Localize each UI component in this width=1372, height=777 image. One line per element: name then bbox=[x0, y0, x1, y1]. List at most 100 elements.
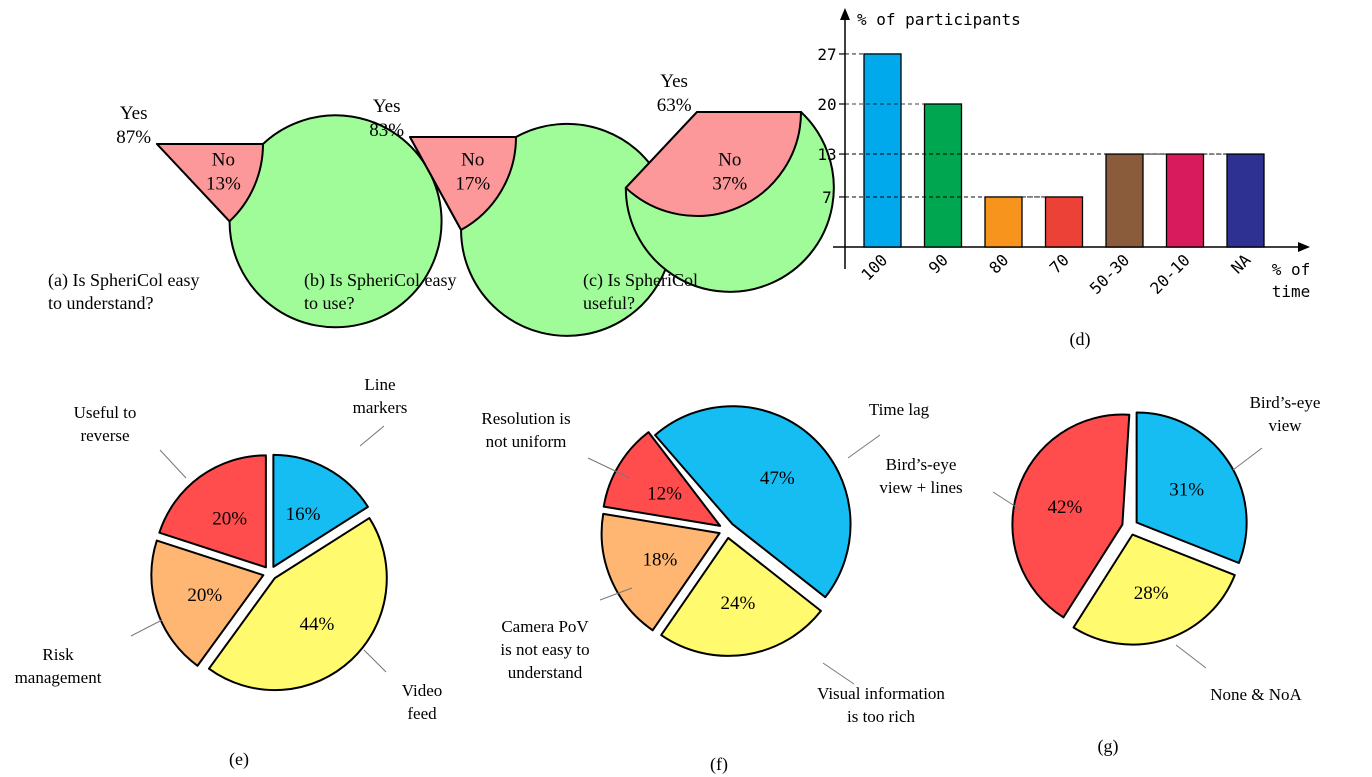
x-tick-label-80: 80 bbox=[985, 250, 1012, 277]
pie-caption: useful? bbox=[583, 293, 635, 313]
bar-20-10 bbox=[1165, 153, 1205, 248]
x-tick-label-100: 100 bbox=[857, 250, 891, 284]
slice-value: 31% bbox=[1169, 479, 1204, 500]
x-axis-arrow bbox=[1298, 242, 1310, 252]
bar-100 bbox=[863, 53, 902, 248]
slice-value: 28% bbox=[1134, 583, 1169, 604]
x-axis-label: time bbox=[1272, 282, 1311, 301]
x-tick-label-NA: NA bbox=[1227, 250, 1254, 277]
slice-label: is too rich bbox=[847, 707, 915, 726]
pie-caption: (c) Is SpheriCol bbox=[583, 270, 698, 291]
bar-50-30 bbox=[1105, 153, 1144, 248]
pie-slice bbox=[660, 536, 822, 657]
leader-line bbox=[587, 457, 631, 479]
slice-label: markers bbox=[353, 398, 408, 417]
slice-value: 24% bbox=[720, 593, 755, 614]
slice-label: reverse bbox=[80, 426, 129, 445]
slice-label-no: No bbox=[461, 149, 484, 170]
pie-slice bbox=[1072, 533, 1236, 646]
slice-label: None & NoA bbox=[1210, 685, 1302, 704]
bar-90 bbox=[923, 103, 963, 248]
slice-label: is not easy to bbox=[500, 640, 589, 659]
pie-slice bbox=[1011, 413, 1131, 619]
pie-slice bbox=[654, 405, 852, 599]
slice-value: 16% bbox=[286, 504, 321, 525]
y-axis-arrow bbox=[840, 8, 850, 20]
chart-caption: (g) bbox=[1098, 736, 1119, 757]
slice-label: view bbox=[1268, 416, 1302, 435]
slice-label: Line bbox=[364, 375, 395, 394]
slice-label: Time lag bbox=[869, 400, 930, 419]
slice-value-yes: 83% bbox=[369, 120, 404, 141]
leader-line bbox=[599, 587, 633, 601]
chart-caption: (f) bbox=[710, 754, 728, 775]
leader-line bbox=[159, 449, 187, 479]
slice-label: view + lines bbox=[879, 478, 962, 497]
slice-value-no: 17% bbox=[455, 173, 490, 194]
slice-label: Risk bbox=[42, 645, 74, 664]
slice-value: 47% bbox=[760, 468, 795, 489]
chart-caption-d: (d) bbox=[1070, 329, 1091, 350]
pie-caption: (a) Is SpheriCol easy bbox=[48, 270, 199, 291]
pie-slice bbox=[272, 453, 369, 568]
leader-line bbox=[1175, 644, 1207, 669]
x-tick-label-20-10: 20-10 bbox=[1146, 250, 1193, 297]
y-tick-label: 27 bbox=[817, 45, 836, 64]
slice-label: understand bbox=[508, 663, 583, 682]
slice-value: 44% bbox=[300, 614, 335, 635]
pie-slice bbox=[150, 539, 265, 667]
pie-slice bbox=[1135, 411, 1248, 564]
slice-value: 20% bbox=[187, 585, 222, 606]
y-tick-label: 7 bbox=[822, 188, 832, 207]
slice-label: Camera PoV bbox=[501, 617, 589, 636]
slice-value: 18% bbox=[642, 549, 677, 570]
y-axis-label: % of participants bbox=[857, 10, 1021, 29]
pie-slice bbox=[602, 431, 722, 527]
bar-NA bbox=[1226, 153, 1265, 248]
pie-caption: to use? bbox=[304, 293, 354, 313]
slice-value: 12% bbox=[647, 483, 682, 504]
pie-slice-no bbox=[624, 111, 802, 217]
slice-label-yes: Yes bbox=[660, 71, 688, 92]
slice-label: management bbox=[15, 668, 102, 687]
x-tick-label-70: 70 bbox=[1046, 250, 1073, 277]
slice-value-yes: 87% bbox=[116, 127, 151, 148]
x-tick-label-50-30: 50-30 bbox=[1086, 250, 1133, 297]
slice-value-no: 37% bbox=[712, 173, 747, 194]
slice-label-yes: Yes bbox=[373, 96, 401, 117]
pie-caption: (b) Is SpheriCol easy bbox=[304, 270, 456, 291]
slice-label: Bird’s-eye bbox=[1250, 393, 1321, 412]
slice-label: Resolution is bbox=[481, 409, 570, 428]
slice-value: 42% bbox=[1047, 497, 1082, 518]
y-tick-label: 20 bbox=[817, 95, 836, 114]
bar-70 bbox=[1044, 196, 1084, 248]
pie-slice-no bbox=[409, 136, 517, 231]
slice-label-no: No bbox=[212, 149, 235, 170]
leader-line bbox=[992, 491, 1022, 511]
slice-value: 20% bbox=[212, 509, 247, 530]
pie-slice bbox=[207, 517, 388, 692]
x-axis-label: % of bbox=[1272, 260, 1311, 279]
x-tick-label-90: 90 bbox=[925, 250, 952, 277]
leader-line bbox=[130, 619, 163, 637]
leader-line bbox=[1232, 447, 1263, 471]
leader-line bbox=[847, 434, 881, 459]
chart-caption: (e) bbox=[229, 749, 249, 770]
slice-label-no: No bbox=[718, 149, 741, 170]
pie-caption: to understand? bbox=[48, 293, 153, 313]
slice-label: feed bbox=[407, 704, 437, 723]
slice-label: Visual information bbox=[817, 684, 945, 703]
slice-value-yes: 63% bbox=[657, 95, 692, 116]
leader-line bbox=[822, 662, 855, 685]
leader-line bbox=[359, 425, 385, 447]
slice-label-yes: Yes bbox=[120, 103, 148, 124]
slice-label: not uniform bbox=[486, 432, 567, 451]
slice-label: Useful to bbox=[74, 403, 137, 422]
pie-slice bbox=[600, 512, 721, 632]
bar-80 bbox=[984, 196, 1023, 248]
slice-value-no: 13% bbox=[206, 173, 241, 194]
slice-label: Bird’s-eye bbox=[886, 455, 957, 474]
pie-slice-no bbox=[156, 143, 264, 223]
pie-slice bbox=[158, 454, 267, 569]
